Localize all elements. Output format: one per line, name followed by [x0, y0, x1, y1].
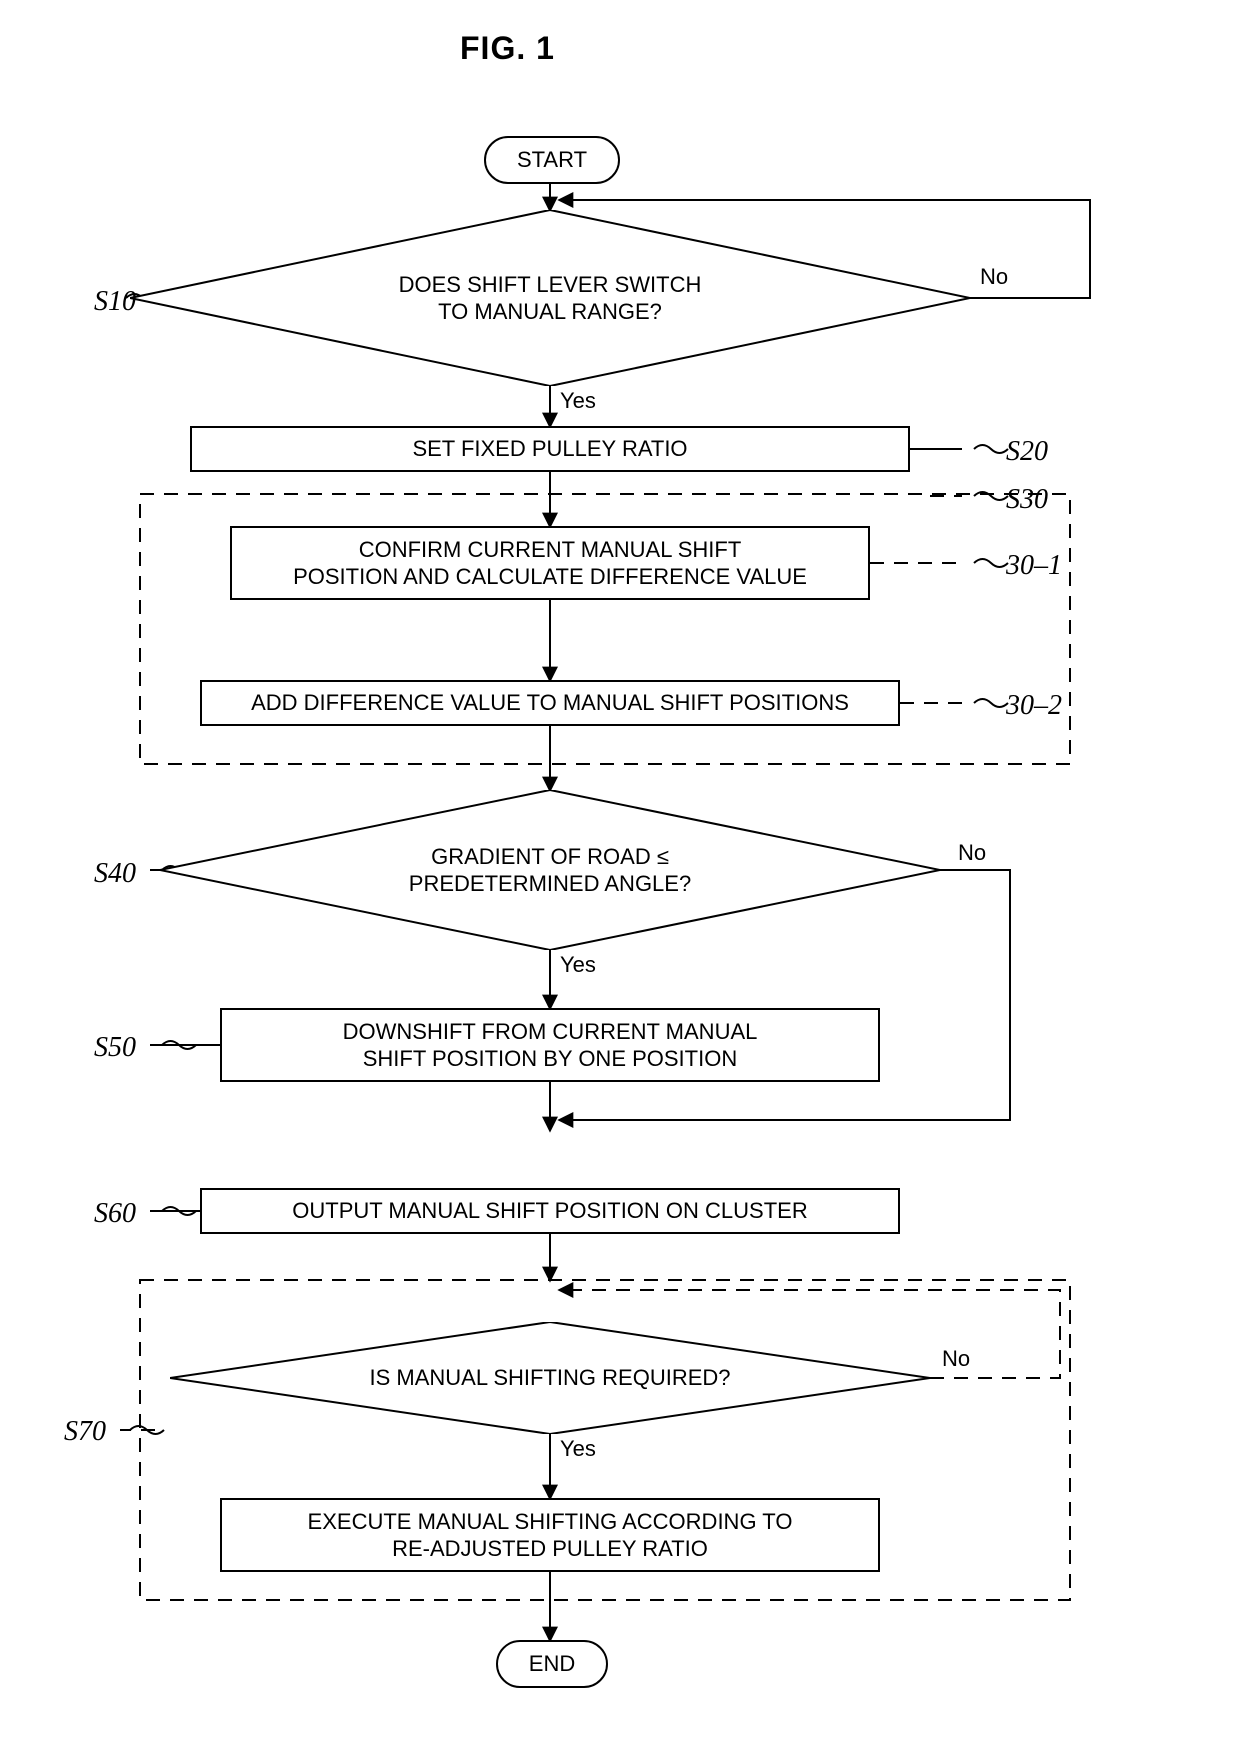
step-label-s30_1: 30–1	[1006, 550, 1062, 582]
process-s60: OUTPUT MANUAL SHIFT POSITION ON CLUSTER	[200, 1188, 900, 1234]
edge-label-s10_yes: Yes	[560, 388, 596, 414]
process-s30_2: ADD DIFFERENCE VALUE TO MANUAL SHIFT POS…	[200, 680, 900, 726]
decision-s70a: IS MANUAL SHIFTING REQUIRED?	[170, 1322, 930, 1434]
decision-s40: GRADIENT OF ROAD ≤ PREDETERMINED ANGLE?	[160, 790, 940, 950]
step-label-s40: S40	[94, 858, 136, 890]
edge-label-s10_no: No	[980, 264, 1008, 290]
process-s50: DOWNSHIFT FROM CURRENT MANUAL SHIFT POSI…	[220, 1008, 880, 1082]
step-label-s70: S70	[64, 1416, 106, 1448]
step-label-s30: S30	[1006, 484, 1048, 516]
edge-label-s40_yes: Yes	[560, 952, 596, 978]
edge-label-s40_no: No	[958, 840, 986, 866]
start-terminator: START	[484, 136, 620, 184]
process-s70b: EXECUTE MANUAL SHIFTING ACCORDING TO RE-…	[220, 1498, 880, 1572]
edge-label-s70_yes: Yes	[560, 1436, 596, 1462]
end-terminator: END	[496, 1640, 608, 1688]
decision-s10: DOES SHIFT LEVER SWITCH TO MANUAL RANGE?	[130, 210, 970, 386]
step-label-s10: S10	[94, 286, 136, 318]
edge-label-s70_no: No	[942, 1346, 970, 1372]
step-label-s30_2: 30–2	[1006, 690, 1062, 722]
step-label-s60: S60	[94, 1198, 136, 1230]
step-label-s50: S50	[94, 1032, 136, 1064]
figure-title: FIG. 1	[460, 30, 555, 67]
process-s20: SET FIXED PULLEY RATIO	[190, 426, 910, 472]
process-s30_1: CONFIRM CURRENT MANUAL SHIFT POSITION AN…	[230, 526, 870, 600]
step-label-s20: S20	[1006, 436, 1048, 468]
